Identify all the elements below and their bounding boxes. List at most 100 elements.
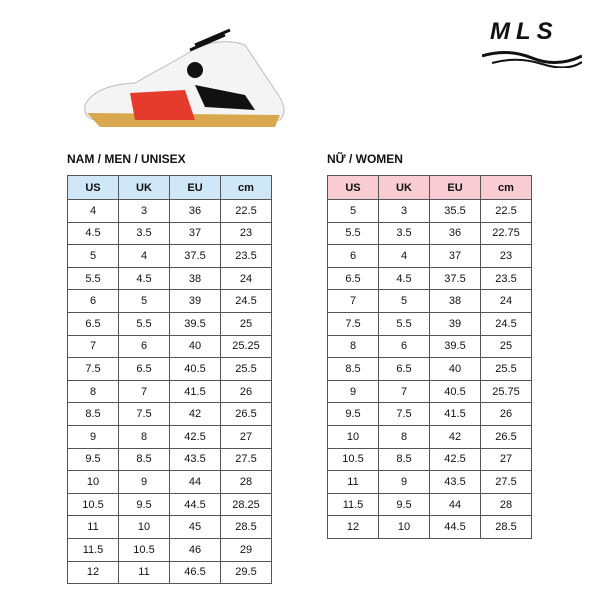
table-cell: 40 [429, 357, 481, 381]
table-cell: 7 [327, 289, 379, 313]
table-cell: 5.5 [67, 266, 119, 291]
table-cell: 37.5 [429, 266, 481, 291]
table-cell: 28 [480, 492, 532, 517]
table-cell: 6.5 [118, 357, 170, 381]
table-cell: 6 [67, 289, 119, 313]
table-cell: 7.5 [327, 311, 379, 336]
table-cell: 41.5 [169, 379, 221, 404]
table-cell: 42.5 [169, 424, 221, 449]
table-cell: 4.5 [67, 221, 119, 246]
table-cell: 8 [327, 334, 379, 359]
table-cell: 10 [327, 424, 379, 449]
table-cell: 9.5 [327, 402, 379, 426]
table-cell: UK [378, 175, 430, 200]
table-cell: 46 [169, 537, 221, 562]
table-cell: 38 [429, 289, 481, 313]
table-cell: 10 [378, 515, 430, 539]
table-cell: 9 [67, 424, 119, 449]
table-cell: 37 [429, 244, 481, 268]
table-row: 11.5 9.5 44 28 [327, 492, 532, 517]
table-cell: 44 [429, 492, 481, 517]
table-cell: 27.5 [220, 447, 272, 472]
table-cell: 7 [118, 379, 170, 404]
table-cell: 5 [378, 289, 430, 313]
table-cell: 25 [220, 311, 272, 336]
table-row: 4 3 36 22.5 [67, 199, 272, 223]
table-cell: 9 [378, 470, 430, 494]
table-cell: 24.5 [480, 311, 532, 336]
table-cell: 42 [429, 424, 481, 449]
table-cell: 10.5 [67, 492, 119, 517]
table-cell: 3 [378, 199, 430, 223]
table-row: 9.5 8.5 43.5 27.5 [67, 447, 272, 472]
table-cell: 5.5 [378, 311, 430, 336]
table-cell: cm [220, 175, 272, 200]
table-row: 7 5 38 24 [327, 289, 532, 313]
table-cell: 44 [169, 470, 221, 494]
table-cell: 10 [67, 470, 119, 494]
table-cell: 40.5 [169, 357, 221, 381]
table-cell: 28.25 [220, 492, 272, 517]
table-row: 6.5 4.5 37.5 23.5 [327, 266, 532, 291]
table-cell: 37.5 [169, 244, 221, 268]
table-cell: 22.5 [220, 199, 272, 223]
table-cell: cm [480, 175, 532, 200]
table-cell: 4.5 [378, 266, 430, 291]
table-cell: 4 [67, 199, 119, 223]
table-cell: 25.5 [220, 357, 272, 381]
table-cell: 38 [169, 266, 221, 291]
table-cell: 41.5 [429, 402, 481, 426]
men-table: US UK EU cm 4 3 36 22.5 4.5 3.5 37 23 5 4 37.5 23.5 5.5 4… [67, 175, 272, 585]
table-cell: 9.5 [378, 492, 430, 517]
table-cell: US [67, 175, 119, 200]
table-cell: 9 [118, 470, 170, 494]
table-cell: 40.5 [429, 379, 481, 404]
women-title: NỮ / WOMEN [327, 152, 403, 166]
table-cell: US [327, 175, 379, 200]
table-cell: EU [169, 175, 221, 200]
table-cell: 25.75 [480, 379, 532, 404]
table-cell: 27.5 [480, 470, 532, 494]
table-cell: 22.75 [480, 221, 532, 246]
table-cell: 39.5 [169, 311, 221, 336]
table-row: 11.5 10.5 46 29 [67, 537, 272, 562]
table-row: 12 10 44.5 28.5 [327, 515, 532, 539]
table-row: 10 8 42 26.5 [327, 424, 532, 449]
table-cell: 23.5 [220, 244, 272, 268]
table-row: 7 6 40 25.25 [67, 334, 272, 359]
table-row: 8 7 41.5 26 [67, 379, 272, 404]
logo-wave [482, 51, 582, 68]
table-cell: 35.5 [429, 199, 481, 223]
table-cell: 24 [220, 266, 272, 291]
table-cell: 9.5 [67, 447, 119, 472]
table-cell: 6 [118, 334, 170, 359]
table-row: 8.5 7.5 42 26.5 [67, 402, 272, 426]
table-cell: 23.5 [480, 266, 532, 291]
table-cell: 8.5 [118, 447, 170, 472]
table-cell: 39 [169, 289, 221, 313]
header-row: US UK EU cm [327, 175, 532, 200]
table-cell: 25.25 [220, 334, 272, 359]
table-cell: 3 [118, 199, 170, 223]
table-cell: 5.5 [327, 221, 379, 246]
table-cell: 4.5 [118, 266, 170, 291]
table-row: 7.5 6.5 40.5 25.5 [67, 357, 272, 381]
table-cell: 45 [169, 515, 221, 539]
table-cell: 27 [480, 447, 532, 472]
table-cell: 28 [220, 470, 272, 494]
table-cell: 39 [429, 311, 481, 336]
table-cell: 11.5 [327, 492, 379, 517]
table-cell: 10.5 [327, 447, 379, 472]
table-cell: 11.5 [67, 537, 119, 562]
table-cell: 29.5 [220, 560, 272, 585]
table-row: 4.5 3.5 37 23 [67, 221, 272, 246]
table-cell: 26 [480, 402, 532, 426]
table-cell: 28.5 [480, 515, 532, 539]
table-cell: 6.5 [327, 266, 379, 291]
table-cell: 10 [118, 515, 170, 539]
table-row: 8.5 6.5 40 25.5 [327, 357, 532, 381]
table-cell: 9.5 [118, 492, 170, 517]
table-cell: 42 [169, 402, 221, 426]
table-row: 7.5 5.5 39 24.5 [327, 311, 532, 336]
